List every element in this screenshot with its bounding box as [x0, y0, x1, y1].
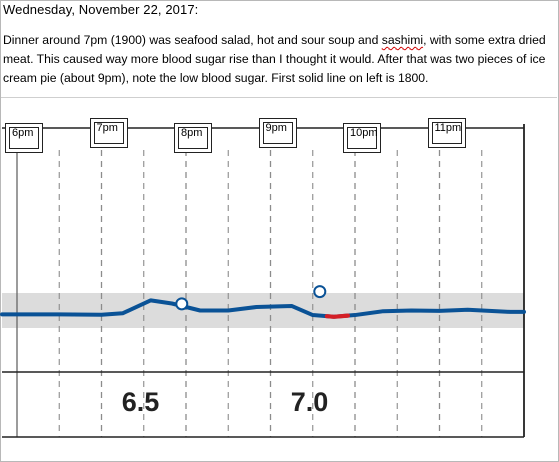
- event-marker: [313, 285, 327, 299]
- time-label-box: 11pm: [427, 118, 466, 148]
- paragraph-text-2: , with some extra dried meat. This cause…: [3, 33, 546, 85]
- section-divider: [1, 97, 557, 98]
- time-label: 9pm: [262, 122, 293, 144]
- document-paragraph: Dinner around 7pm (1900) was seafood sal…: [3, 31, 555, 88]
- time-label: 8pm: [178, 127, 208, 149]
- reading-value: 7.0: [290, 387, 329, 417]
- time-label-box: 6pm: [5, 123, 43, 153]
- paragraph-text-1: Dinner around 7pm (1900) was seafood sal…: [3, 33, 382, 47]
- time-label-box: 7pm: [89, 118, 128, 148]
- time-label: 6pm: [9, 127, 39, 149]
- document-heading: Wednesday, November 22, 2017:: [3, 2, 199, 17]
- reading-value: 6.5: [121, 387, 160, 417]
- low-glucose-segment: [324, 313, 351, 319]
- time-label: 10pm: [347, 127, 378, 149]
- spellcheck-word[interactable]: sashimi: [381, 33, 424, 47]
- time-label-box: 8pm: [174, 123, 212, 153]
- glucose-line: [0, 298, 526, 319]
- time-label: 7pm: [93, 122, 124, 144]
- event-marker: [175, 297, 189, 311]
- time-label-box: 9pm: [258, 118, 297, 148]
- time-label-box: 10pm: [343, 123, 381, 153]
- time-label: 11pm: [431, 122, 462, 144]
- glucose-chart: [0, 124, 526, 438]
